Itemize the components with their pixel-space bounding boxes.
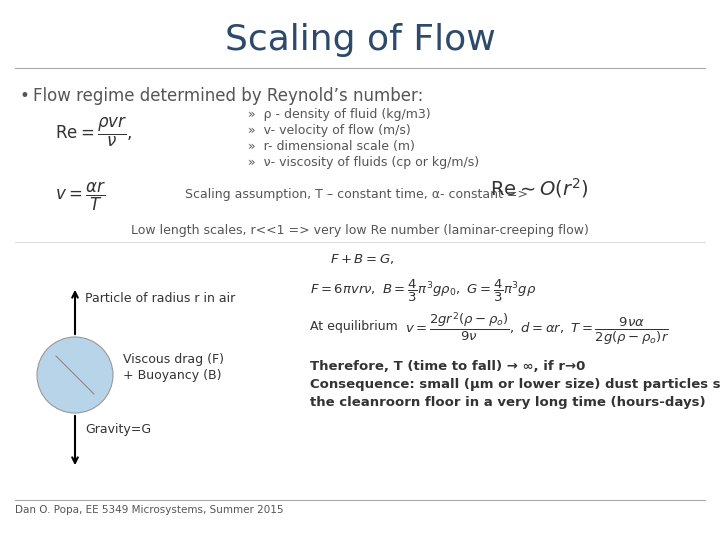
Text: $v = \dfrac{\alpha r}{T}$: $v = \dfrac{\alpha r}{T}$ bbox=[55, 180, 106, 213]
Text: •: • bbox=[20, 87, 30, 105]
Text: Dan O. Popa, EE 5349 Microsystems, Summer 2015: Dan O. Popa, EE 5349 Microsystems, Summe… bbox=[15, 505, 284, 515]
Text: »  v- velocity of flow (m/s): » v- velocity of flow (m/s) bbox=[248, 124, 410, 137]
Ellipse shape bbox=[37, 337, 113, 413]
Text: + Buoyancy (B): + Buoyancy (B) bbox=[123, 369, 222, 382]
Text: At equilibrium: At equilibrium bbox=[310, 320, 397, 333]
Text: Flow regime determined by Reynold’s number:: Flow regime determined by Reynold’s numb… bbox=[33, 87, 423, 105]
Text: $\mathrm{Re} = \dfrac{\rho v r}{\nu},$: $\mathrm{Re} = \dfrac{\rho v r}{\nu},$ bbox=[55, 115, 132, 149]
Text: the cleanroorn floor in a very long time (hours-days): the cleanroorn floor in a very long time… bbox=[310, 396, 706, 409]
Text: Viscous drag (F): Viscous drag (F) bbox=[123, 353, 224, 366]
Text: Gravity=G: Gravity=G bbox=[85, 423, 151, 436]
Text: »  ν- viscosity of fluids (cp or kg/m/s): » ν- viscosity of fluids (cp or kg/m/s) bbox=[248, 156, 479, 169]
Text: Low length scales, r<<1 => very low Re number (laminar-creeping flow): Low length scales, r<<1 => very low Re n… bbox=[131, 224, 589, 237]
Text: $v = \dfrac{2gr^2(\rho - \rho_o)}{9\nu},\ d = \alpha r,\ T = \dfrac{9\nu\alpha}{: $v = \dfrac{2gr^2(\rho - \rho_o)}{9\nu},… bbox=[405, 310, 670, 347]
Text: Scaling of Flow: Scaling of Flow bbox=[225, 23, 495, 57]
Text: $\mathrm{Re} \sim O(r^2)$: $\mathrm{Re} \sim O(r^2)$ bbox=[490, 176, 588, 200]
Text: Therefore, T (time to fall) → ∞, if r→0: Therefore, T (time to fall) → ∞, if r→0 bbox=[310, 360, 585, 373]
Text: »  r- dimensional scale (m): » r- dimensional scale (m) bbox=[248, 140, 415, 153]
Text: Particle of radius r in air: Particle of radius r in air bbox=[85, 292, 235, 305]
Text: $F + B = G,$: $F + B = G,$ bbox=[330, 252, 395, 266]
Text: Consequence: small (μm or lower size) dust particles settle to: Consequence: small (μm or lower size) du… bbox=[310, 378, 720, 391]
Text: $F = 6\pi v r\nu,\ B = \dfrac{4}{3}\pi^3 g\rho_0,\ G = \dfrac{4}{3}\pi^3 g\rho$: $F = 6\pi v r\nu,\ B = \dfrac{4}{3}\pi^3… bbox=[310, 278, 536, 304]
Text: Scaling assumption, T – constant time, α- constant =>: Scaling assumption, T – constant time, α… bbox=[185, 188, 528, 201]
Text: »  ρ - density of fluid (kg/m3): » ρ - density of fluid (kg/m3) bbox=[248, 108, 431, 121]
